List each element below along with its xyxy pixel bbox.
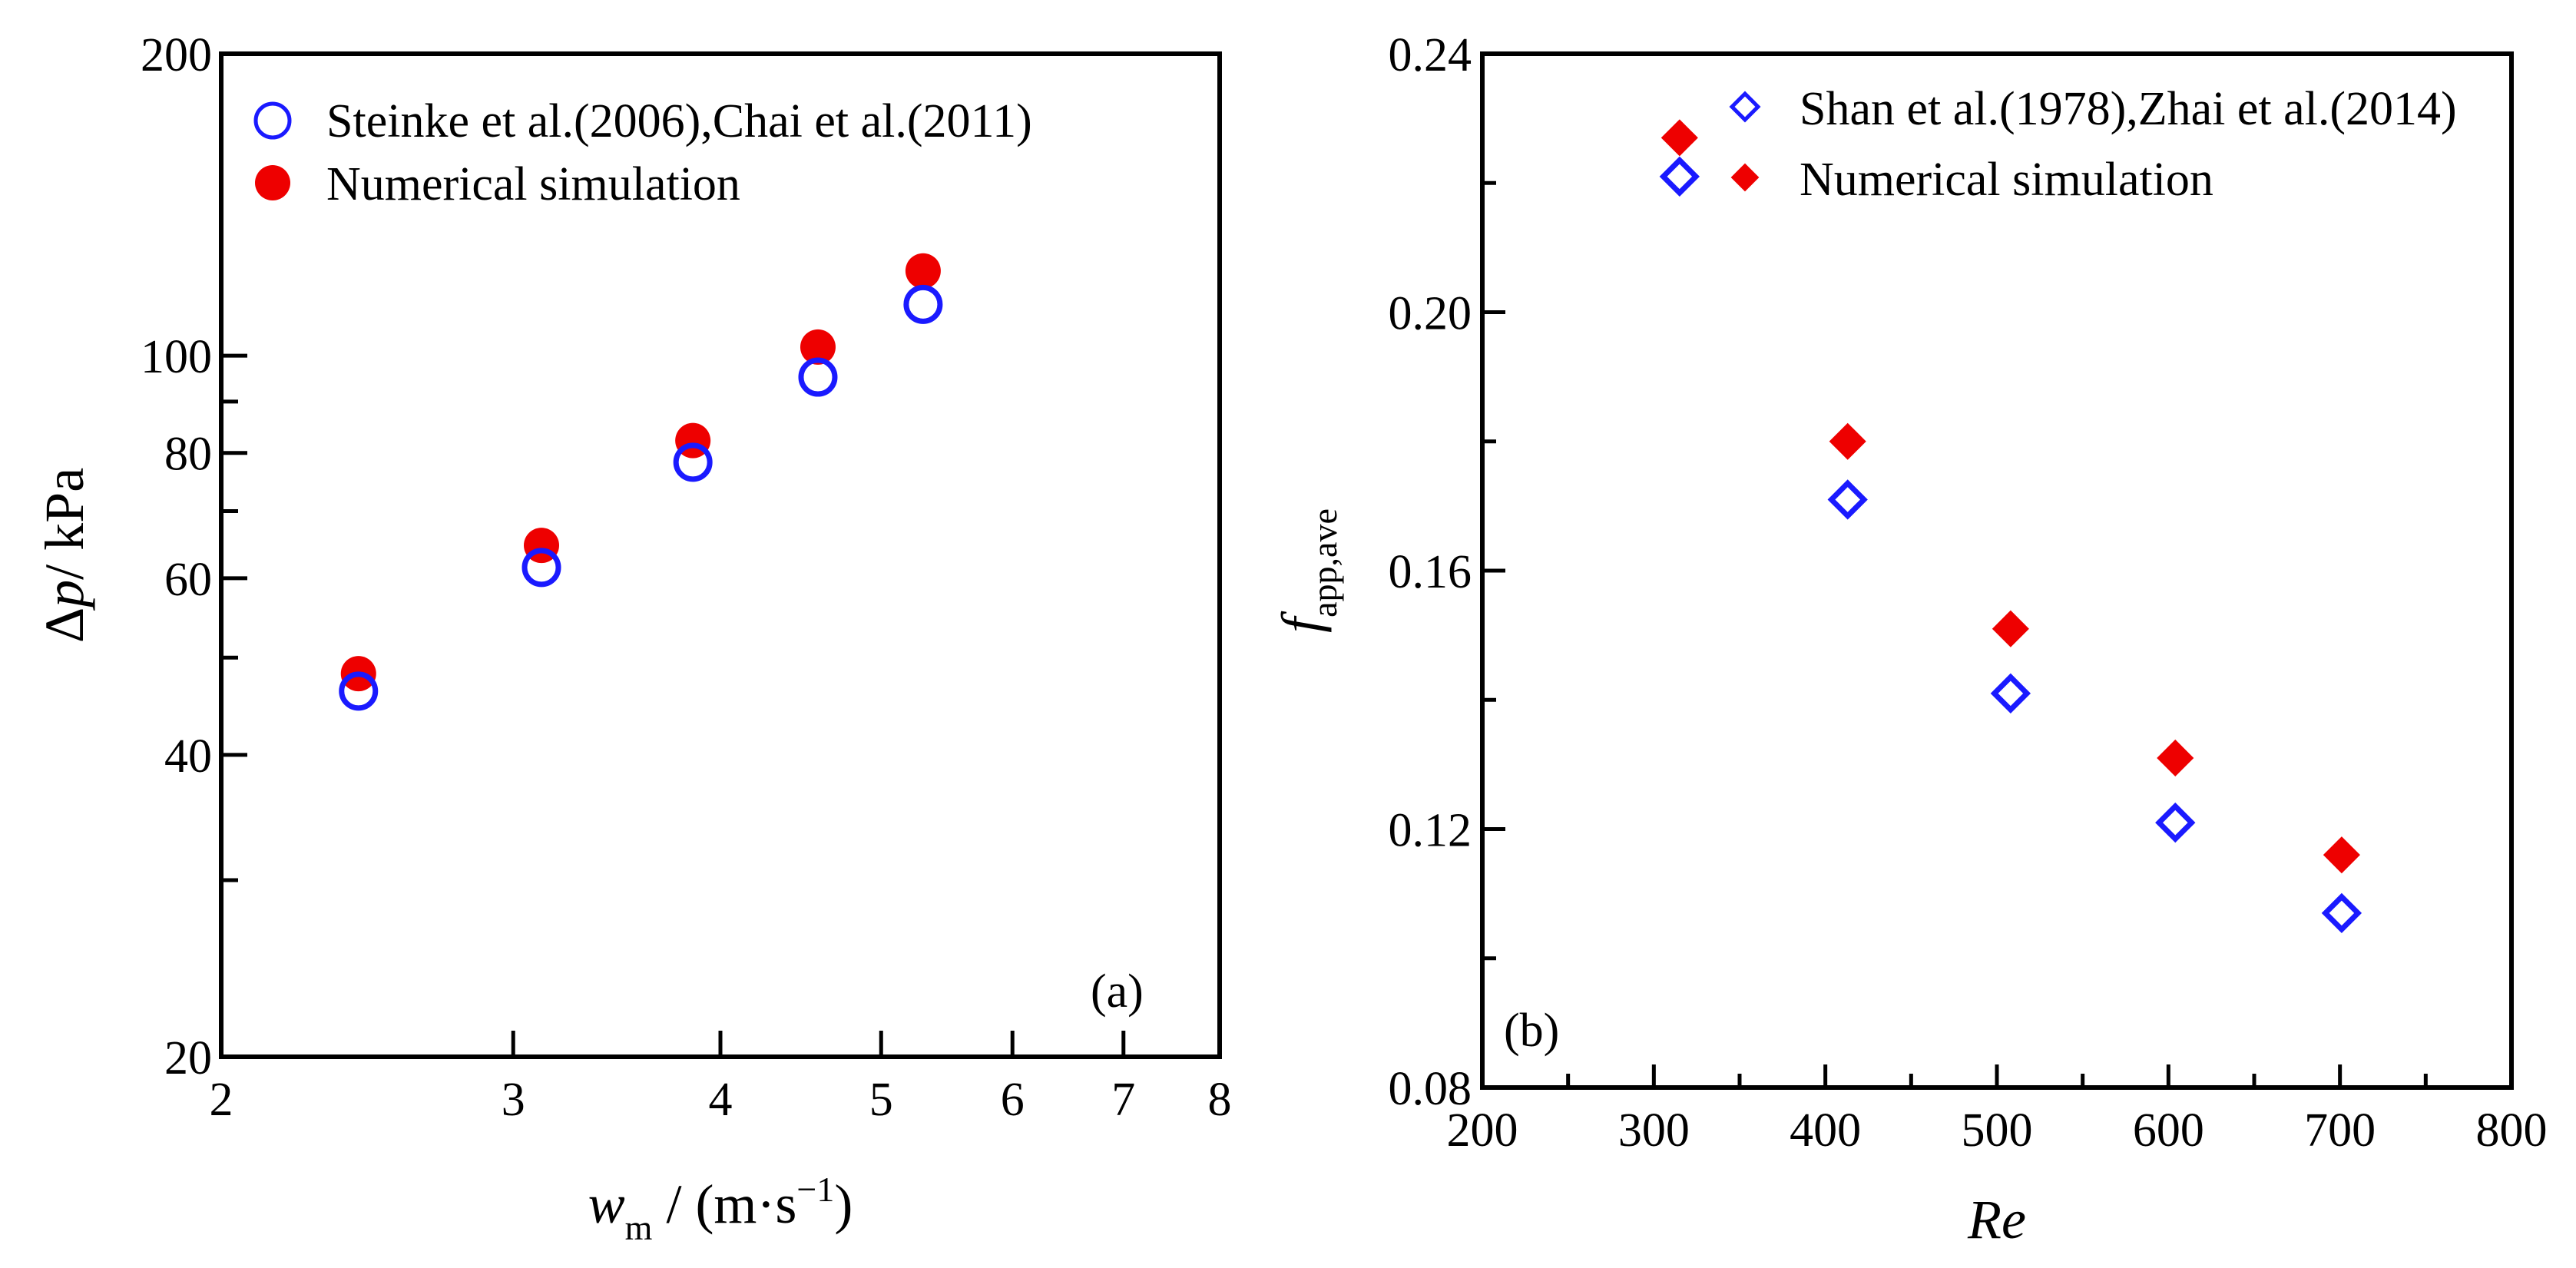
- y-tick-label: 40: [164, 730, 212, 783]
- experiment-point: [1659, 156, 1700, 197]
- experiment-point: [673, 442, 713, 482]
- simulation-point: [1992, 610, 2029, 647]
- experiment-point: [521, 548, 561, 588]
- x-tick-label: 2: [210, 1074, 233, 1126]
- panel-a-x-axis-title: wm / (m·s−1): [588, 1170, 853, 1247]
- experiment-point: [798, 357, 838, 397]
- x-tick-label: 3: [502, 1074, 525, 1126]
- panel-b-label: (b): [1504, 1005, 1559, 1057]
- simulation-point: [2157, 739, 2194, 777]
- x-tick-label: 500: [1962, 1104, 2033, 1157]
- panel-b-data-points: [1659, 119, 2362, 934]
- x-tick-label: 5: [869, 1074, 893, 1126]
- y-tick-label: 100: [141, 331, 212, 383]
- x-tick-label: 4: [709, 1074, 733, 1126]
- y-tick-label: 0.08: [1389, 1063, 1472, 1115]
- x-tick-label: 600: [2133, 1104, 2204, 1157]
- panel-b-plot-frame: [1480, 51, 2514, 1090]
- x-tick-label: 8: [1208, 1074, 1232, 1126]
- y-tick-label: 0.20: [1389, 288, 1472, 340]
- experiment-point: [339, 671, 379, 711]
- panel-a-ticks: [221, 353, 1126, 1057]
- experiment-point: [1990, 673, 2031, 714]
- legend-filled-circle-marker: [255, 165, 290, 200]
- x-tick-label: 6: [1001, 1074, 1025, 1126]
- legend-filled-diamond-marker: [1730, 163, 1760, 192]
- y-tick-label: 80: [164, 429, 212, 481]
- panel-b-y-tick-labels: 0.08 0.12 0.16 0.20 0.24: [1389, 29, 1472, 1115]
- y-tick-label: 60: [164, 554, 212, 606]
- x-tick-label: 200: [1447, 1104, 1518, 1157]
- y-tick-label: 200: [141, 29, 212, 81]
- panel-a-legend-label-experiment: Steinke et al.(2006),Chai et al.(2011): [326, 95, 1032, 147]
- legend-open-diamond-marker: [1729, 91, 1761, 123]
- experiment-point: [1827, 479, 1868, 520]
- panel-a-y-axis-title: Δp/ kPa: [34, 468, 95, 643]
- y-tick-label: 0.12: [1389, 805, 1472, 857]
- y-tick-label: 0.24: [1389, 29, 1472, 81]
- panel-b-y-axis-title: fapp,ave: [1270, 508, 1344, 633]
- panel-a-data-points: [339, 253, 943, 711]
- panel-b-x-axis-title: Re: [1967, 1189, 2026, 1250]
- x-tick-label: 700: [2304, 1104, 2376, 1157]
- x-tick-label: 400: [1790, 1104, 1861, 1157]
- panel-a-y-tick-labels: 20 40 60 80 100 200: [141, 29, 212, 1084]
- panel-a-chart: 2 3 4 5 6 7 8 20 40 60 80 100 200 Steinke et al.(20…: [34, 29, 1232, 1247]
- simulation-point: [905, 253, 941, 289]
- experiment-point: [2321, 892, 2362, 934]
- panel-b-chart: 200 300 400 500 600 700 800 0.080.120.160.200.…: [1270, 29, 2548, 1250]
- y-tick-label: 20: [164, 1032, 212, 1084]
- panel-a-legend: Steinke et al.(2006),Chai et al.(2011) N…: [253, 95, 1032, 210]
- panel-b-legend-label-simulation: Numerical simulation: [1800, 154, 2213, 206]
- panel-b-legend-label-experiment: Shan et al.(1978),Zhai et al.(2014): [1800, 83, 2457, 135]
- panel-b-x-tick-labels: 200 300 400 500 600 700 800: [1447, 1104, 2548, 1157]
- simulation-point: [1660, 119, 1698, 157]
- x-tick-label: 800: [2476, 1104, 2548, 1157]
- simulation-point: [800, 329, 836, 365]
- simulation-point: [1829, 422, 1866, 460]
- panel-b-ticks: [1482, 180, 2428, 1088]
- panel-a-x-tick-labels: 2 3 4 5 6 7 8: [210, 1074, 1232, 1126]
- panel-a-label: (a): [1091, 965, 1144, 1018]
- panel-a-legend-label-simulation: Numerical simulation: [326, 158, 740, 210]
- y-tick-label: 0.16: [1389, 546, 1472, 598]
- legend-open-circle-marker: [253, 101, 292, 140]
- x-tick-label: 300: [1618, 1104, 1690, 1157]
- experiment-point: [2155, 802, 2196, 843]
- panel-b-legend: Shan et al.(1978),Zhai et al.(2014) Nume…: [1729, 83, 2457, 206]
- x-tick-label: 7: [1111, 1074, 1135, 1126]
- simulation-point: [2323, 836, 2360, 874]
- experiment-point: [903, 284, 943, 324]
